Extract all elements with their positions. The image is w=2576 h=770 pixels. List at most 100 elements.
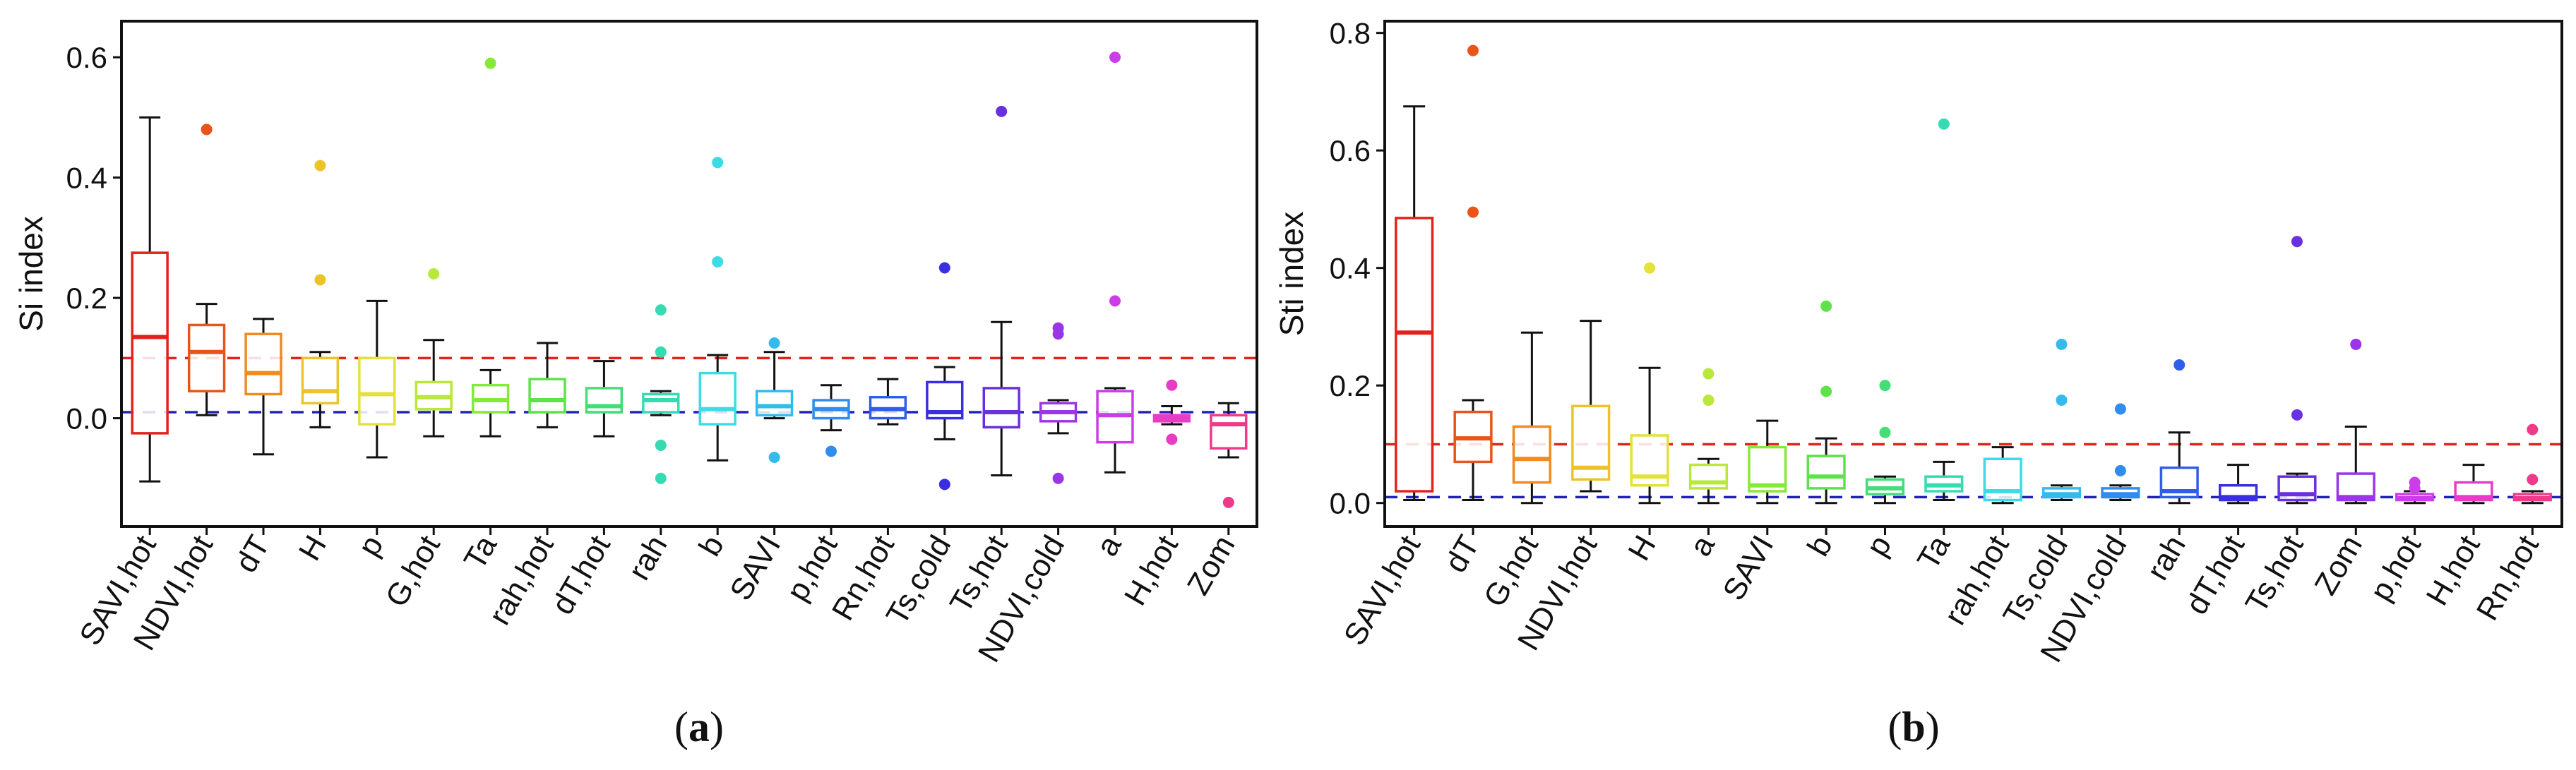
outlier-point <box>1703 368 1715 380</box>
box-h-hot <box>2454 464 2493 505</box>
outlier-point <box>825 445 837 457</box>
category-label: p,hot <box>2363 530 2428 607</box>
box-ta <box>1924 118 1964 502</box>
box-iqr <box>528 378 566 414</box>
y-tick-label: 0.6 <box>66 41 107 74</box>
outlier-point <box>314 274 326 286</box>
outlier-point <box>2174 359 2186 371</box>
y-tick-label: 0.6 <box>1330 134 1371 167</box>
category-label: H <box>1621 530 1662 567</box>
outlier-point <box>1467 44 1479 56</box>
outlier-point <box>1938 118 1950 130</box>
box-p-hot <box>2395 476 2435 505</box>
box-ts-hot <box>982 105 1020 477</box>
outlier-point <box>2114 464 2126 476</box>
box-iqr <box>698 371 737 426</box>
outlier-point <box>938 479 950 491</box>
category-label: a <box>1090 529 1128 562</box>
outlier-point <box>1109 52 1121 64</box>
box-g-hot <box>1512 331 1551 505</box>
outlier-point <box>1879 380 1891 392</box>
box-iqr <box>1512 425 1551 484</box>
plot-frame <box>1383 20 2563 528</box>
y-tick-label: 0.2 <box>1330 369 1371 402</box>
category-label: G,hot <box>379 530 447 613</box>
outlier-point <box>1703 395 1715 406</box>
box-h <box>1630 262 1669 505</box>
outlier-point <box>1052 328 1064 340</box>
box-g-hot <box>415 268 453 438</box>
outlier-point <box>2114 403 2126 415</box>
category-label: Ts,hot <box>2238 530 2310 619</box>
box-a <box>1096 52 1134 474</box>
outlier-point <box>1879 426 1891 438</box>
box-ts-cold <box>2041 338 2082 502</box>
box-iqr <box>1688 463 1729 490</box>
outlier-point <box>2527 423 2539 435</box>
box-zom <box>1210 402 1248 508</box>
y-tick-label: 0.0 <box>1330 487 1371 520</box>
outlier-point <box>2409 482 2421 494</box>
outlier-point <box>996 105 1008 117</box>
box-iqr <box>2277 475 2317 502</box>
box-rn-hot <box>2512 423 2552 505</box>
box-rah-hot <box>528 342 566 428</box>
category-label: SAVI,hot <box>1337 530 1428 651</box>
box-p-hot <box>812 384 850 457</box>
outlier-point <box>201 124 213 136</box>
outlier-point <box>655 346 667 358</box>
outlier-point <box>1644 262 1656 274</box>
box-zom <box>2336 338 2375 505</box>
box-iqr <box>1395 217 1434 493</box>
category-label: dT,hot <box>2179 530 2251 620</box>
box-iqr <box>1806 455 1846 490</box>
box-rah <box>642 304 680 484</box>
box-dt <box>1453 44 1493 502</box>
panel-label: (b) <box>1888 704 1939 750</box>
box-ts-cold <box>926 262 964 491</box>
outlier-point <box>768 337 780 349</box>
box-savi <box>1748 419 1787 505</box>
box-iqr <box>358 356 396 426</box>
y-tick-label: 0.2 <box>66 282 107 315</box>
outlier-point <box>938 262 950 274</box>
box-ts-hot <box>2277 236 2317 505</box>
box-iqr <box>642 392 680 414</box>
y-tick-label: 0.4 <box>1330 252 1371 285</box>
category-label: rah <box>621 530 674 586</box>
box-iqr <box>585 387 624 414</box>
box-dt <box>244 318 282 456</box>
outlier-point <box>2056 338 2068 350</box>
box-iqr <box>301 356 340 405</box>
box-ndvi-cold <box>2101 403 2140 502</box>
category-label: Ta <box>1911 529 1957 575</box>
outlier-point <box>2291 409 2303 421</box>
box-b <box>1806 300 1846 505</box>
plot-frame <box>120 20 1258 528</box>
category-label: Ta <box>458 529 504 575</box>
category-label: SAVI <box>1716 530 1780 607</box>
category-label: p <box>352 530 390 563</box>
outlier-point <box>314 160 326 172</box>
y-axis-title: Sti index <box>1273 212 1310 336</box>
box-rah-hot <box>1983 446 2022 505</box>
y-tick-label: 0.0 <box>66 402 107 435</box>
box-dt-hot <box>585 360 624 438</box>
category-label: dT,hot <box>545 530 617 620</box>
box-iqr <box>755 390 794 417</box>
box-dt-hot <box>2218 464 2258 505</box>
outlier-point <box>1052 472 1064 484</box>
box-savi <box>755 337 794 463</box>
box-a <box>1688 368 1729 505</box>
box-h <box>301 160 340 428</box>
outlier-point <box>655 439 667 451</box>
category-label: H <box>292 530 333 567</box>
outlier-point <box>712 255 724 267</box>
outlier-point <box>1109 295 1121 307</box>
box-iqr <box>1983 457 2022 502</box>
outlier-point <box>1467 206 1479 218</box>
category-label: rah <box>2140 530 2193 586</box>
box-p <box>358 299 396 459</box>
